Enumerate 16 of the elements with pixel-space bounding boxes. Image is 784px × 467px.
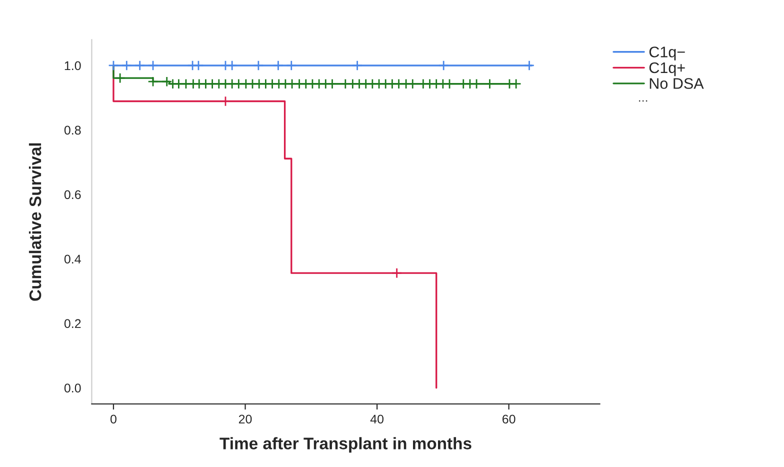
y-tick-label: 0.4: [64, 254, 81, 264]
x-tick-label: 20: [238, 414, 252, 424]
y-tick-label: 0.8: [64, 126, 81, 135]
y-tick-label: 0.2: [64, 319, 81, 328]
y-tick-label: 0.0: [64, 384, 81, 392]
legend-label: C1q+: [649, 62, 685, 76]
x-tick-label: 0: [110, 414, 116, 424]
y-axis-title: Cumulative Survival: [28, 143, 42, 301]
y-tick-label: 1.0: [64, 61, 81, 70]
legend-label: C1q−: [649, 46, 685, 60]
x-tick-label: 40: [370, 414, 384, 424]
text: ...: [639, 100, 648, 102]
y-tick-label: 0.6: [64, 190, 81, 200]
x-axis-title: Time after Transplant in months: [220, 437, 472, 453]
legend-label: No DSA: [650, 78, 704, 89]
x-tick-label: 60: [502, 414, 516, 424]
